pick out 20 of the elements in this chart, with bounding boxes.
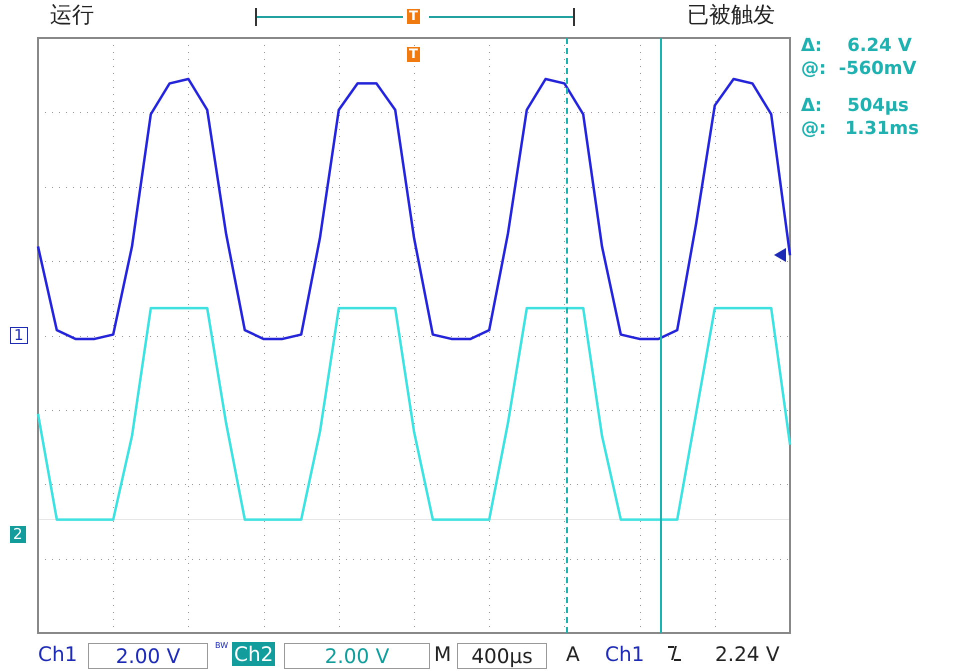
text: @: 1.31ms <box>801 118 919 139</box>
text: 1 <box>10 326 28 344</box>
text: Δ: 504µs <box>801 95 909 116</box>
text: T <box>407 9 420 24</box>
text: M <box>434 642 452 666</box>
text: 2.00 V <box>88 643 208 669</box>
text: Δ: 6.24 V <box>801 35 912 56</box>
text: @: -560mV <box>801 58 916 79</box>
text: Ch1 <box>38 642 78 666</box>
text: Ch1 <box>605 642 644 666</box>
text: 2 <box>10 525 26 543</box>
text: T <box>407 47 420 62</box>
text: BW <box>215 641 228 650</box>
text: 2.00 V <box>284 643 430 669</box>
text: 2.24 V <box>715 642 780 666</box>
text: Ch2 <box>232 642 276 666</box>
text: A <box>566 642 580 666</box>
text: 已被触发 <box>687 3 775 28</box>
text: 400µs <box>457 643 547 669</box>
text: 运行 <box>50 3 94 28</box>
